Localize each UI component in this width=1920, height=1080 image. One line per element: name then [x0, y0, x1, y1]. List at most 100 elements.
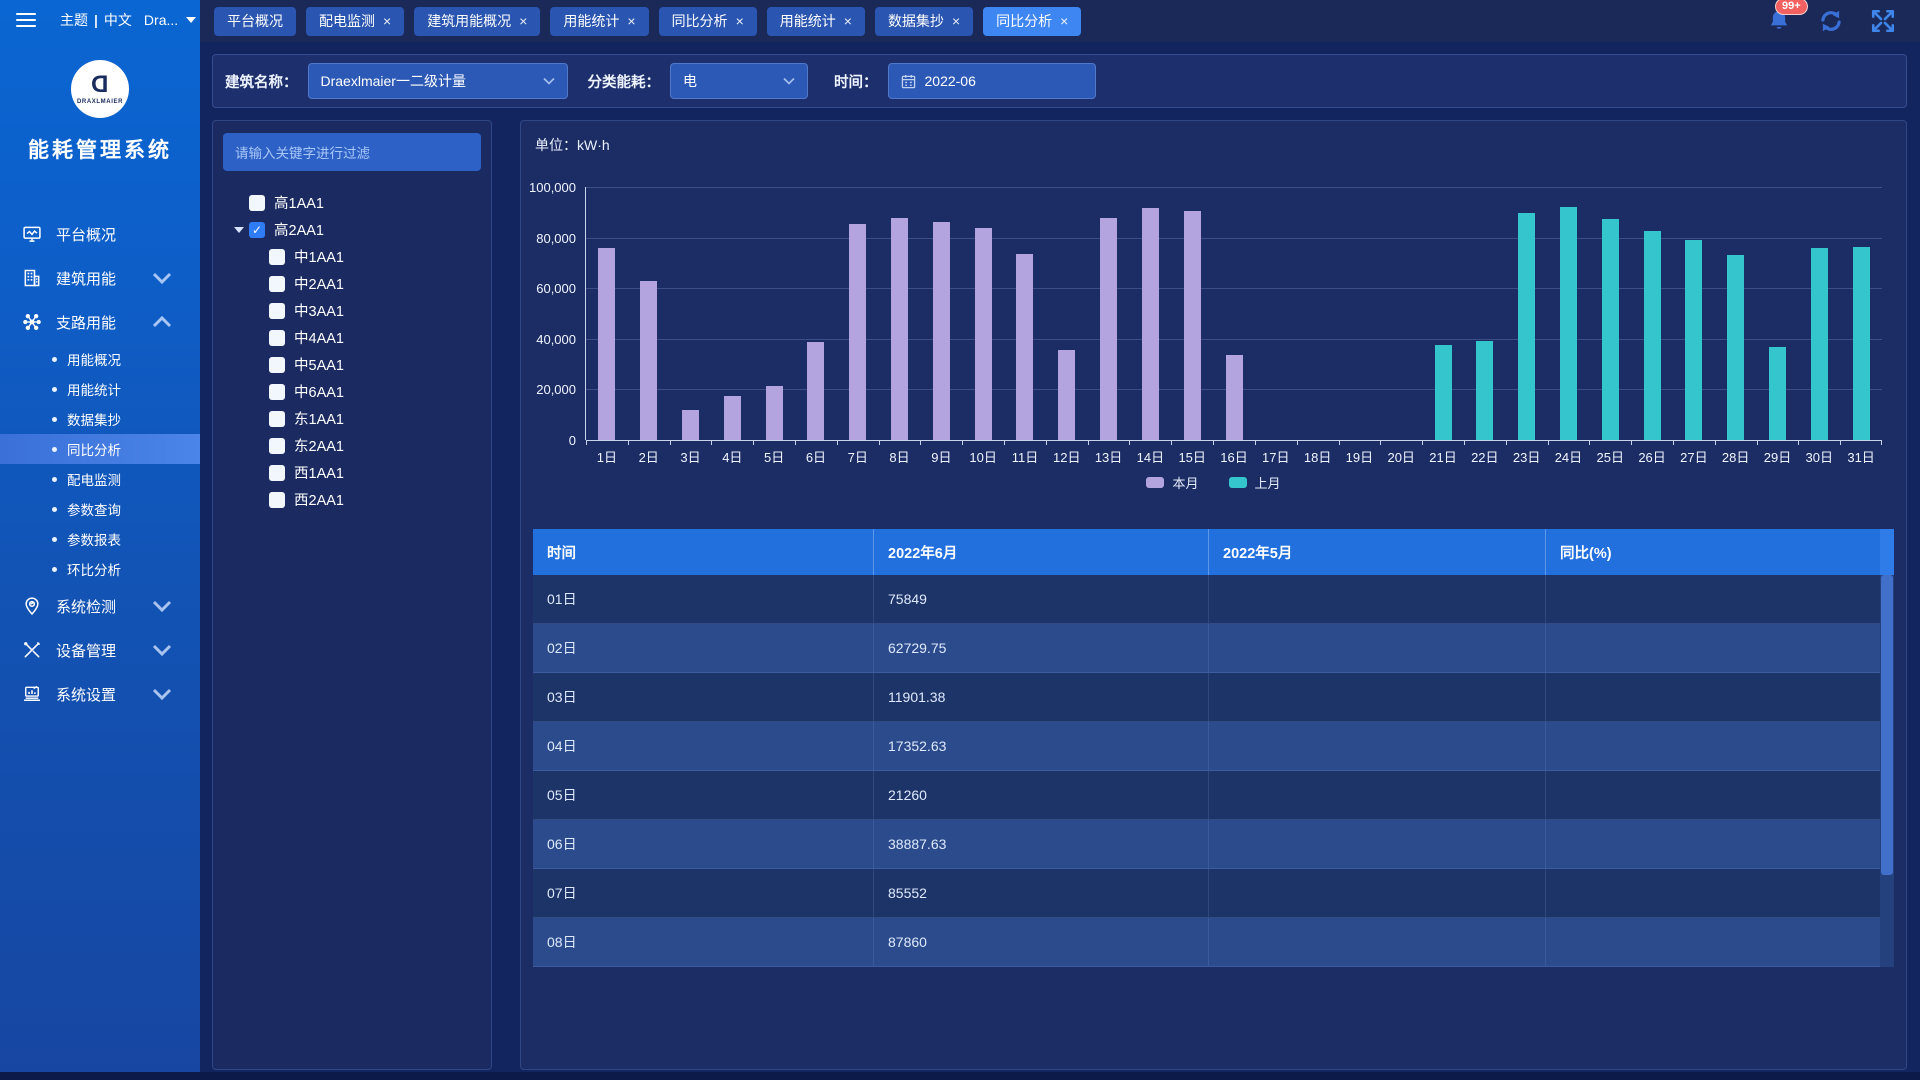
bar-本月-10日[interactable]	[975, 228, 992, 440]
table-row[interactable]: 08日87860	[533, 918, 1880, 967]
theme-link[interactable]: 主题	[60, 10, 88, 30]
tab-平台概况[interactable]: 平台概况	[214, 7, 296, 36]
sidebar-item-系统设置[interactable]: 系统设置	[0, 672, 200, 716]
user-menu[interactable]: Dra...	[144, 12, 178, 28]
submenu-item-环比分析[interactable]: 环比分析	[0, 554, 200, 584]
tree-node-东1AA1[interactable]: 东1AA1	[213, 405, 491, 432]
sidebar-item-系统检测[interactable]: 系统检测	[0, 584, 200, 628]
tab-close-icon[interactable]: ×	[1060, 13, 1068, 29]
sidebar-item-设备管理[interactable]: 设备管理	[0, 628, 200, 672]
table-row[interactable]: 05日21260	[533, 771, 1880, 820]
checkbox-unchecked[interactable]	[269, 384, 285, 400]
submenu-item-参数报表[interactable]: 参数报表	[0, 524, 200, 554]
sidebar-item-建筑用能[interactable]: 建筑用能	[0, 256, 200, 300]
tree-node-高2AA1[interactable]: 高2AA1	[213, 216, 491, 243]
bar-本月-12日[interactable]	[1058, 350, 1075, 440]
tree-node-中5AA1[interactable]: 中5AA1	[213, 351, 491, 378]
tab-close-icon[interactable]: ×	[952, 13, 960, 29]
checkbox-unchecked[interactable]	[269, 438, 285, 454]
tree-node-中2AA1[interactable]: 中2AA1	[213, 270, 491, 297]
tab-同比分析[interactable]: 同比分析×	[983, 7, 1081, 36]
tree-node-西2AA1[interactable]: 西2AA1	[213, 486, 491, 513]
checkbox-checked[interactable]	[249, 222, 265, 238]
refresh-icon[interactable]	[1818, 8, 1844, 34]
submenu-item-数据集抄[interactable]: 数据集抄	[0, 404, 200, 434]
bar-本月-3日[interactable]	[682, 410, 699, 440]
submenu-item-用能统计[interactable]: 用能统计	[0, 374, 200, 404]
bar-上月-31日[interactable]	[1853, 247, 1870, 440]
tab-同比分析[interactable]: 同比分析×	[659, 7, 757, 36]
table-row[interactable]: 01日75849	[533, 575, 1880, 624]
sidebar-item-平台概况[interactable]: 平台概况	[0, 212, 200, 256]
tab-配电监测[interactable]: 配电监测×	[306, 7, 404, 36]
bar-上月-24日[interactable]	[1560, 207, 1577, 441]
tab-close-icon[interactable]: ×	[383, 13, 391, 29]
checkbox-unchecked[interactable]	[269, 492, 285, 508]
tab-close-icon[interactable]: ×	[736, 13, 744, 29]
bar-上月-25日[interactable]	[1602, 219, 1619, 440]
bar-本月-7日[interactable]	[849, 224, 866, 440]
scrollbar-thumb[interactable]	[1881, 575, 1893, 875]
checkbox-unchecked[interactable]	[269, 249, 285, 265]
checkbox-unchecked[interactable]	[269, 411, 285, 427]
checkbox-unchecked[interactable]	[269, 330, 285, 346]
bar-上月-21日[interactable]	[1435, 345, 1452, 440]
table-scrollbar[interactable]	[1880, 529, 1894, 967]
bar-上月-28日[interactable]	[1727, 255, 1744, 440]
bar-本月-5日[interactable]	[766, 386, 783, 440]
checkbox-unchecked[interactable]	[269, 276, 285, 292]
bar-本月-2日[interactable]	[640, 281, 657, 440]
tab-close-icon[interactable]: ×	[844, 13, 852, 29]
fullscreen-icon[interactable]	[1870, 8, 1896, 34]
legend-item-本月[interactable]: 本月	[1146, 473, 1198, 492]
tree-node-东2AA1[interactable]: 东2AA1	[213, 432, 491, 459]
tab-用能统计[interactable]: 用能统计×	[550, 7, 648, 36]
bar-本月-1日[interactable]	[598, 248, 615, 440]
legend-item-上月[interactable]: 上月	[1229, 473, 1281, 492]
tree-filter-input[interactable]: 请输入关键字进行过滤	[223, 133, 481, 171]
table-row[interactable]: 06日38887.63	[533, 820, 1880, 869]
table-row[interactable]: 03日11901.38	[533, 673, 1880, 722]
hamburger-menu-icon[interactable]	[16, 13, 36, 27]
notification-bell-icon[interactable]: 99+	[1766, 8, 1792, 34]
bar-上月-26日[interactable]	[1644, 231, 1661, 440]
bar-上月-30日[interactable]	[1811, 248, 1828, 440]
bar-上月-29日[interactable]	[1769, 347, 1786, 440]
submenu-item-配电监测[interactable]: 配电监测	[0, 464, 200, 494]
bar-本月-6日[interactable]	[807, 342, 824, 440]
bar-上月-22日[interactable]	[1476, 341, 1493, 440]
expand-arrow-icon[interactable]	[229, 227, 249, 233]
building-select[interactable]: Draexlmaier一二级计量	[308, 63, 568, 99]
energy-select[interactable]: 电	[670, 63, 808, 99]
table-row[interactable]: 04日17352.63	[533, 722, 1880, 771]
bar-本月-4日[interactable]	[724, 396, 741, 440]
bar-本月-14日[interactable]	[1142, 208, 1159, 440]
table-row[interactable]: 07日85552	[533, 869, 1880, 918]
bar-本月-16日[interactable]	[1226, 355, 1243, 441]
date-picker[interactable]: 2022-06	[888, 63, 1096, 99]
bar-本月-8日[interactable]	[891, 218, 908, 440]
tree-node-西1AA1[interactable]: 西1AA1	[213, 459, 491, 486]
tab-建筑用能概况[interactable]: 建筑用能概况×	[414, 7, 540, 36]
tree-node-高1AA1[interactable]: 高1AA1	[213, 189, 491, 216]
bar-上月-23日[interactable]	[1518, 213, 1535, 440]
caret-down-icon[interactable]	[186, 17, 196, 23]
checkbox-unchecked[interactable]	[269, 465, 285, 481]
tree-node-中1AA1[interactable]: 中1AA1	[213, 243, 491, 270]
tab-close-icon[interactable]: ×	[519, 13, 527, 29]
submenu-item-参数查询[interactable]: 参数查询	[0, 494, 200, 524]
tab-用能统计[interactable]: 用能统计×	[767, 7, 865, 36]
bar-本月-11日[interactable]	[1016, 254, 1033, 440]
bar-本月-9日[interactable]	[933, 222, 950, 440]
tab-数据集抄[interactable]: 数据集抄×	[875, 7, 973, 36]
sidebar-item-支路用能[interactable]: 支路用能	[0, 300, 200, 344]
table-row[interactable]: 02日62729.75	[533, 624, 1880, 673]
bar-上月-27日[interactable]	[1685, 240, 1702, 440]
bar-本月-15日[interactable]	[1184, 211, 1201, 440]
tree-node-中6AA1[interactable]: 中6AA1	[213, 378, 491, 405]
tree-node-中4AA1[interactable]: 中4AA1	[213, 324, 491, 351]
language-link[interactable]: 中文	[104, 10, 132, 30]
tab-close-icon[interactable]: ×	[627, 13, 635, 29]
submenu-item-用能概况[interactable]: 用能概况	[0, 344, 200, 374]
checkbox-unchecked[interactable]	[269, 303, 285, 319]
